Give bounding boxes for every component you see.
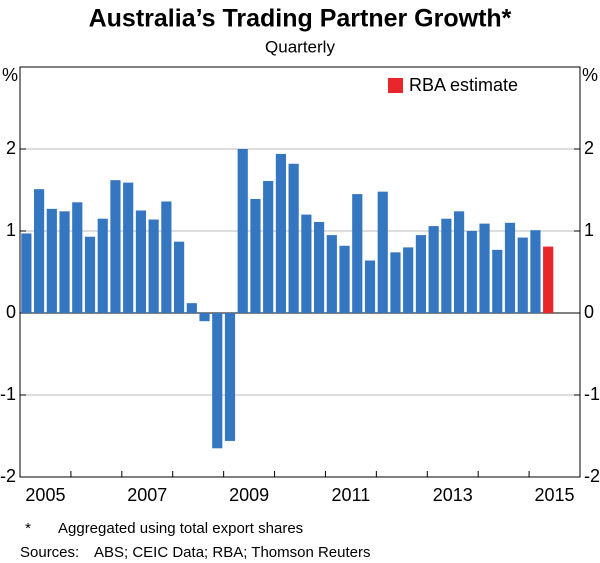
- bar: [224, 313, 236, 441]
- bar: [34, 189, 45, 313]
- bar: [466, 231, 477, 313]
- y2-tick-label: -1: [584, 384, 600, 404]
- bar: [46, 208, 57, 313]
- y-tick-label: 1: [6, 220, 16, 240]
- plot-frame: [19, 66, 581, 478]
- bar: [263, 180, 274, 313]
- bar: [21, 233, 32, 313]
- x-tick-label: 2011: [332, 485, 371, 505]
- bar: [339, 245, 350, 313]
- bar: [59, 211, 70, 313]
- bar: [84, 236, 96, 313]
- bar: [314, 221, 325, 313]
- y-tick-label: 0: [6, 302, 16, 322]
- bar: [326, 235, 337, 313]
- y-tick-label: -1: [0, 384, 16, 404]
- bar: [288, 163, 299, 313]
- bar: [377, 191, 388, 313]
- sources-label: Sources:: [20, 544, 79, 561]
- bar: [530, 230, 541, 313]
- bar: [148, 219, 159, 313]
- x-tick-label: 2013: [433, 485, 473, 505]
- bar: [415, 235, 426, 313]
- y2-unit: %: [582, 65, 598, 85]
- footnote-marker: *: [25, 520, 31, 537]
- y-tick-label: 2: [6, 138, 16, 158]
- bar: [504, 222, 516, 313]
- sources: ABS; CEIC Data; RBA; Thomson Reuters: [94, 544, 371, 561]
- bar: [97, 218, 108, 313]
- bar: [123, 182, 134, 313]
- chart-title: Australia’s Trading Partner Growth*: [89, 5, 512, 33]
- legend-label: RBA estimate: [409, 75, 518, 95]
- bar: [441, 218, 452, 313]
- bar: [135, 210, 146, 313]
- chart-subtitle: Quarterly: [265, 37, 335, 56]
- bar: [479, 223, 490, 313]
- y2-tick-label: 0: [584, 302, 594, 322]
- bar: [517, 237, 528, 313]
- x-tick-label: 2007: [127, 485, 167, 505]
- bar: [403, 247, 414, 313]
- bar: [212, 313, 223, 449]
- bar: [301, 214, 312, 313]
- footnote: Aggregated using total export shares: [58, 520, 303, 537]
- bar: [454, 211, 465, 313]
- bar: [237, 149, 248, 313]
- y2-tick-label: 1: [584, 220, 594, 240]
- legend-swatch: [388, 78, 403, 93]
- bar: [364, 260, 376, 313]
- bar: [352, 194, 363, 313]
- bar: [110, 180, 121, 313]
- bar: [174, 241, 185, 313]
- bar: [275, 153, 286, 313]
- y2-tick-label: -2: [584, 466, 600, 486]
- bar: [72, 202, 83, 313]
- y-unit: %: [2, 65, 18, 85]
- bar: [250, 199, 261, 313]
- bar: [161, 201, 172, 313]
- y-tick-label: -2: [0, 466, 16, 486]
- bar: [390, 252, 401, 313]
- x-tick-label: 2009: [229, 485, 269, 505]
- bar: [428, 226, 439, 313]
- x-tick-label: 2005: [25, 485, 65, 505]
- y2-tick-label: 2: [584, 138, 594, 158]
- bar: [186, 303, 197, 313]
- bar: [543, 246, 554, 313]
- bar: [492, 249, 503, 313]
- bar: [199, 313, 210, 322]
- x-tick-label: 2015: [535, 485, 575, 505]
